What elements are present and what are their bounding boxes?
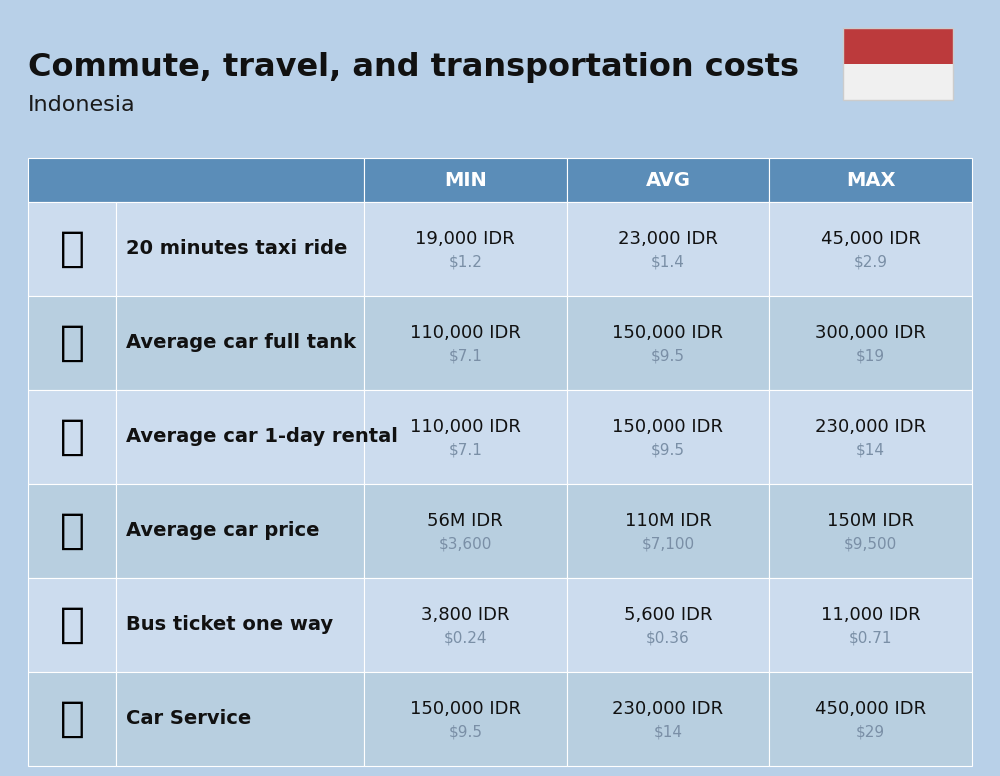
Bar xyxy=(567,158,769,202)
Bar xyxy=(116,296,364,390)
Text: 110,000 IDR: 110,000 IDR xyxy=(410,418,521,436)
Text: 5,600 IDR: 5,600 IDR xyxy=(624,606,712,624)
Bar xyxy=(28,390,116,484)
Text: 🚌: 🚌 xyxy=(60,604,84,646)
Bar xyxy=(116,390,364,484)
Text: Indonesia: Indonesia xyxy=(28,95,136,115)
Bar xyxy=(843,28,953,64)
Text: $14: $14 xyxy=(856,442,885,458)
Bar xyxy=(116,484,364,578)
Bar xyxy=(28,672,116,766)
Bar xyxy=(28,202,116,296)
Text: $29: $29 xyxy=(856,725,885,740)
Bar xyxy=(364,390,567,484)
Bar xyxy=(28,296,116,390)
Text: $7.1: $7.1 xyxy=(448,442,482,458)
Bar xyxy=(843,28,953,100)
Text: 230,000 IDR: 230,000 IDR xyxy=(612,700,724,718)
Bar xyxy=(567,578,769,672)
Text: 45,000 IDR: 45,000 IDR xyxy=(821,230,921,248)
Bar xyxy=(364,672,567,766)
Text: $7,100: $7,100 xyxy=(641,536,695,552)
Text: Bus ticket one way: Bus ticket one way xyxy=(126,615,333,635)
Bar xyxy=(769,484,972,578)
Bar xyxy=(116,672,364,766)
Bar xyxy=(116,578,364,672)
Text: 450,000 IDR: 450,000 IDR xyxy=(815,700,926,718)
Bar xyxy=(28,484,116,578)
Text: $2.9: $2.9 xyxy=(854,255,888,269)
Bar xyxy=(567,390,769,484)
Text: 3,800 IDR: 3,800 IDR xyxy=(421,606,510,624)
Bar xyxy=(364,158,567,202)
Text: 56M IDR: 56M IDR xyxy=(427,512,503,530)
Text: $1.4: $1.4 xyxy=(651,255,685,269)
Text: $3,600: $3,600 xyxy=(439,536,492,552)
Text: 110M IDR: 110M IDR xyxy=(625,512,711,530)
Bar xyxy=(364,202,567,296)
Text: 150M IDR: 150M IDR xyxy=(827,512,914,530)
Text: 11,000 IDR: 11,000 IDR xyxy=(821,606,920,624)
Text: $9.5: $9.5 xyxy=(651,348,685,363)
Text: Average car 1-day rental: Average car 1-day rental xyxy=(126,428,398,446)
Bar xyxy=(769,578,972,672)
Bar xyxy=(769,390,972,484)
Text: $9.5: $9.5 xyxy=(448,725,482,740)
Bar xyxy=(567,202,769,296)
Bar xyxy=(769,672,972,766)
Text: $0.71: $0.71 xyxy=(849,630,892,646)
Text: Average car full tank: Average car full tank xyxy=(126,334,356,352)
Text: 110,000 IDR: 110,000 IDR xyxy=(410,324,521,342)
Bar xyxy=(28,158,364,202)
Text: ⛽: ⛽ xyxy=(60,322,84,364)
Text: 🚙: 🚙 xyxy=(60,416,84,458)
Text: 19,000 IDR: 19,000 IDR xyxy=(415,230,515,248)
Text: $1.2: $1.2 xyxy=(448,255,482,269)
Bar xyxy=(567,296,769,390)
Bar xyxy=(364,296,567,390)
Text: $9.5: $9.5 xyxy=(651,442,685,458)
Text: $0.24: $0.24 xyxy=(444,630,487,646)
Bar xyxy=(116,202,364,296)
Text: 🚗: 🚗 xyxy=(60,510,84,552)
Text: $19: $19 xyxy=(856,348,885,363)
Text: 150,000 IDR: 150,000 IDR xyxy=(612,418,724,436)
Text: AVG: AVG xyxy=(646,171,690,189)
Text: 🔧: 🔧 xyxy=(60,698,84,740)
Text: 23,000 IDR: 23,000 IDR xyxy=(618,230,718,248)
Bar xyxy=(769,202,972,296)
Bar xyxy=(567,672,769,766)
Text: Commute, travel, and transportation costs: Commute, travel, and transportation cost… xyxy=(28,52,799,83)
Text: 150,000 IDR: 150,000 IDR xyxy=(410,700,521,718)
Text: MIN: MIN xyxy=(444,171,487,189)
Bar xyxy=(28,578,116,672)
Text: $0.36: $0.36 xyxy=(646,630,690,646)
Text: 150,000 IDR: 150,000 IDR xyxy=(612,324,724,342)
Text: 20 minutes taxi ride: 20 minutes taxi ride xyxy=(126,240,347,258)
Bar xyxy=(567,484,769,578)
Text: 300,000 IDR: 300,000 IDR xyxy=(815,324,926,342)
Text: $7.1: $7.1 xyxy=(448,348,482,363)
Text: $9,500: $9,500 xyxy=(844,536,897,552)
Bar xyxy=(843,64,953,100)
Bar xyxy=(769,158,972,202)
Text: Car Service: Car Service xyxy=(126,709,251,729)
Text: 230,000 IDR: 230,000 IDR xyxy=(815,418,926,436)
Bar xyxy=(364,484,567,578)
Text: 🚕: 🚕 xyxy=(60,228,84,270)
Text: $14: $14 xyxy=(654,725,682,740)
Bar xyxy=(769,296,972,390)
Text: Average car price: Average car price xyxy=(126,521,320,541)
Bar xyxy=(364,578,567,672)
Text: MAX: MAX xyxy=(846,171,895,189)
